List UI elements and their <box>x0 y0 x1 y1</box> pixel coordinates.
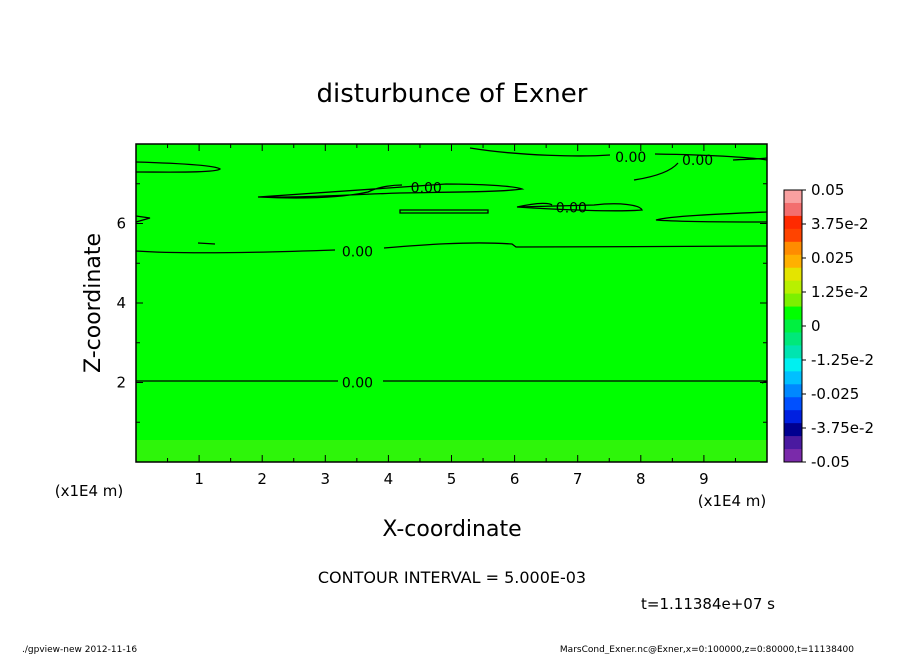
colorbar-segment <box>784 280 802 295</box>
colorbar-segment <box>784 371 802 385</box>
colorbar-segment <box>784 319 802 333</box>
contour-line <box>257 183 525 199</box>
time-label: t=1.11384e+07 s <box>641 595 775 613</box>
contour-interval-label: CONTOUR INTERVAL = 5.000E-03 <box>318 568 586 587</box>
colorbar-segment <box>784 423 802 437</box>
colorbar-segment <box>784 241 802 256</box>
x-tick-labels: 1 2 3 4 5 6 7 8 9 <box>194 470 708 488</box>
colorbar-label: 1.25e-2 <box>811 283 869 301</box>
field-bottom-band <box>136 440 767 462</box>
x-axis-unit: (x1E4 m) <box>698 492 767 510</box>
colorbar-segment <box>784 228 802 243</box>
contour-label: 0.00 <box>411 181 442 197</box>
colorbar-segment <box>784 345 802 359</box>
colorbar-segment <box>784 293 802 308</box>
contour-line <box>399 209 489 214</box>
field-background <box>136 144 767 462</box>
colorbar-segment <box>784 306 802 321</box>
chart-title: disturbunce of Exner <box>317 79 588 109</box>
contour-label: 0.00 <box>556 201 587 217</box>
colorbar <box>784 190 802 463</box>
x-tick-label: 8 <box>636 470 646 488</box>
contour-label: 0.00 <box>615 150 646 166</box>
x-tick-label: 3 <box>321 470 331 488</box>
colorbar-label: -0.025 <box>811 385 859 403</box>
x-tick-label: 7 <box>573 470 583 488</box>
footer-left: ./gpview-new 2012-11-16 <box>22 645 137 654</box>
colorbar-segment <box>784 267 802 282</box>
colorbar-label: 0 <box>811 317 821 335</box>
contour-line <box>135 161 222 173</box>
y-tick-label: 4 <box>116 294 126 312</box>
footer-right: MarsCond_Exner.nc@Exner,x=0:100000,z=0:8… <box>560 645 854 654</box>
colorbar-label: -3.75e-2 <box>811 419 874 437</box>
colorbar-segment <box>784 202 802 217</box>
contour-line <box>135 242 768 254</box>
x-tick-label: 2 <box>257 470 267 488</box>
colorbar-segment <box>784 332 802 346</box>
x-tick-label: 1 <box>194 470 204 488</box>
contour-labels: 0.00 0.00 0.00 0.00 0.00 0.00 <box>342 150 713 391</box>
y-tick-label: 2 <box>116 374 126 392</box>
contour-lines <box>135 147 768 384</box>
contour-line <box>516 202 643 212</box>
colorbar-segment <box>784 190 802 204</box>
x-tick-label: 5 <box>447 470 457 488</box>
colorbar-label: 3.75e-2 <box>811 215 869 233</box>
colorbar-segment <box>784 215 802 230</box>
y-tick-labels: 2 4 6 <box>116 215 126 392</box>
contour-line <box>655 211 768 223</box>
contour-line <box>469 147 768 161</box>
colorbar-label: -0.05 <box>811 453 850 471</box>
contour-line <box>197 242 216 245</box>
x-tick-label: 9 <box>699 470 709 488</box>
colorbar-segment <box>784 436 802 450</box>
contour-label: 0.00 <box>682 153 713 169</box>
x-tick-label: 4 <box>384 470 394 488</box>
plot-area: 0.00 0.00 0.00 0.00 0.00 0.00 <box>135 143 768 463</box>
colorbar-labels: 0.05 3.75e-2 0.025 1.25e-2 0 -1.25e-2 -0.025 -3… <box>802 181 874 471</box>
colorbar-segment <box>784 384 802 398</box>
y-tick-label: 6 <box>116 215 126 233</box>
y-axis-label: Z-coordinate <box>81 233 106 373</box>
y-axis-unit: (x1E4 m) <box>55 482 124 500</box>
colorbar-label: -1.25e-2 <box>811 351 874 369</box>
colorbar-segment <box>784 449 802 463</box>
contour-label: 0.00 <box>342 244 373 260</box>
colorbar-segment <box>784 254 802 269</box>
colorbar-segment <box>784 358 802 372</box>
contour-line <box>633 157 768 181</box>
contour-line <box>135 215 151 223</box>
colorbar-label: 0.05 <box>811 181 844 199</box>
axis-ticks <box>136 144 767 462</box>
colorbar-label: 0.025 <box>811 249 854 267</box>
x-tick-label: 6 <box>510 470 520 488</box>
contour-label: 0.00 <box>342 376 373 392</box>
colorbar-segment <box>784 410 802 424</box>
x-axis-label: X-coordinate <box>382 517 521 542</box>
colorbar-segment <box>784 397 802 411</box>
